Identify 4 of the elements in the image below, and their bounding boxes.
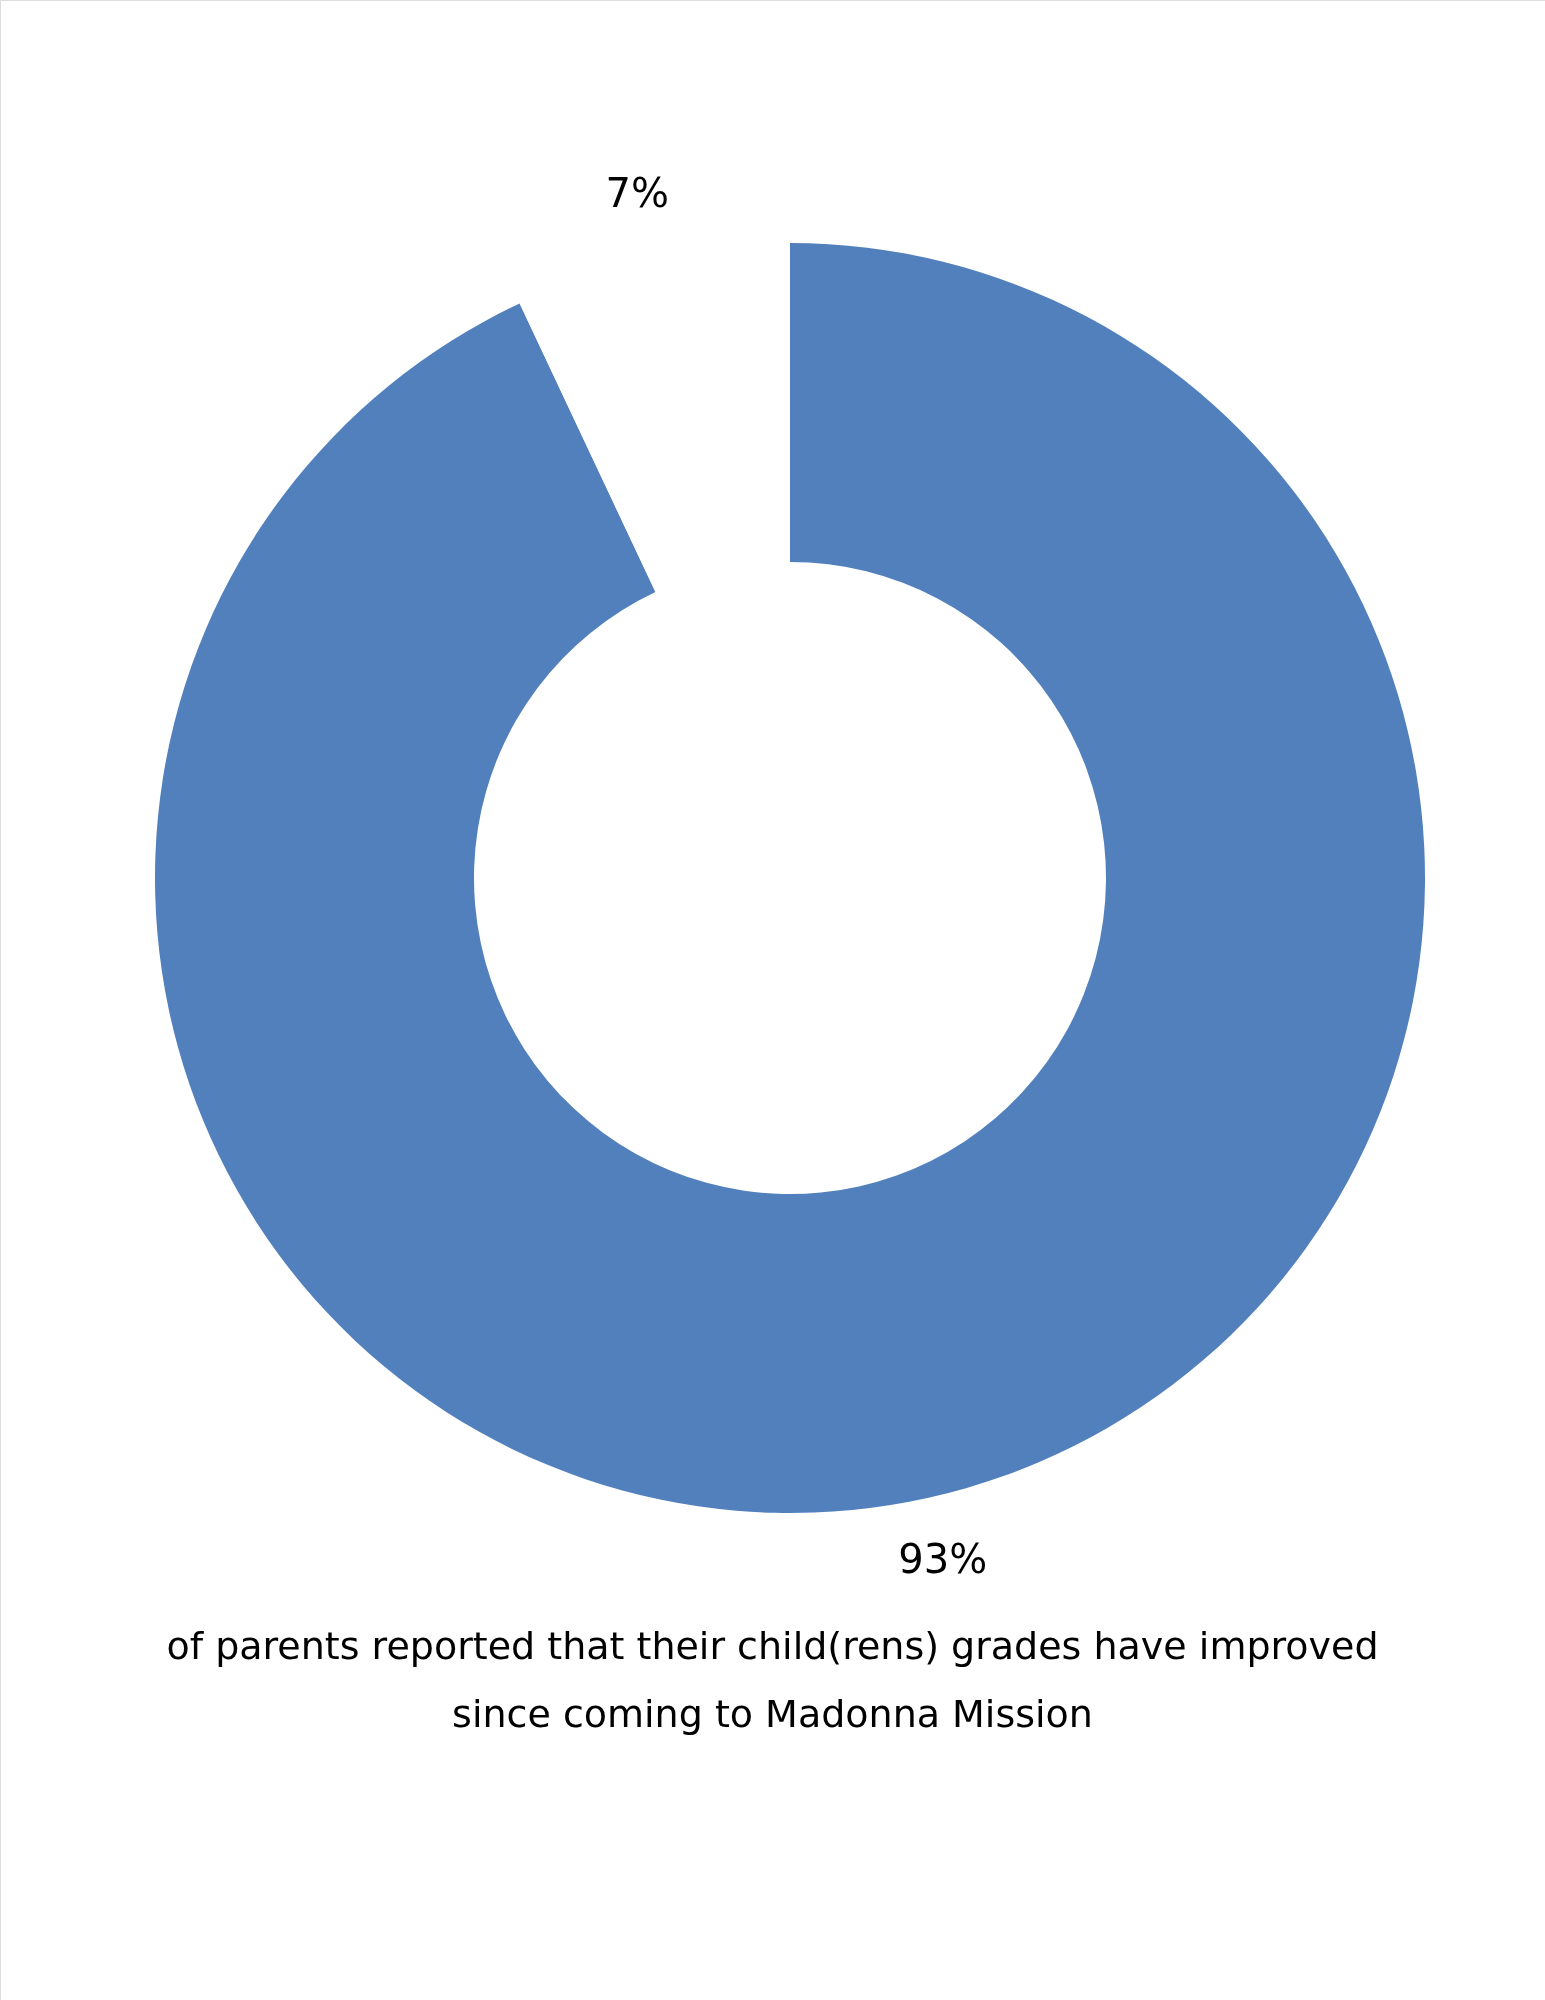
text: since coming to Madonna Mission — [452, 1692, 1093, 1736]
data-label: 7% — [605, 169, 670, 216]
data-label: 93% — [898, 1536, 988, 1583]
text: of parents reported that their child(rens) grades have improved — [166, 1624, 1379, 1668]
